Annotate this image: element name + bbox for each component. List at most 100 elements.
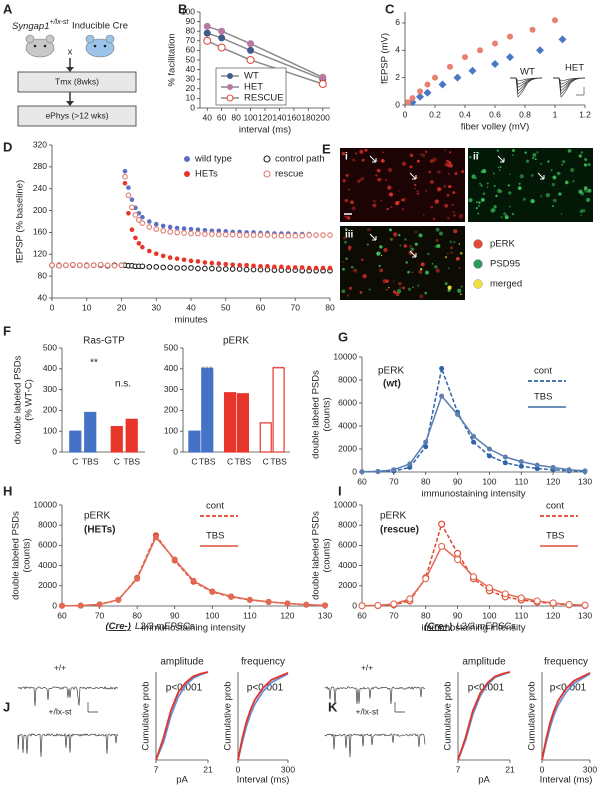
y-axis-label: % facilitation [167, 33, 178, 86]
puncta [342, 261, 344, 263]
puncta [493, 204, 497, 209]
marker [406, 595, 414, 603]
marker [439, 393, 445, 399]
puncta [424, 150, 428, 153]
marker [250, 232, 257, 239]
marker [216, 228, 222, 234]
puncta [530, 199, 535, 204]
x-tick-label: TBS [123, 456, 140, 466]
puncta [524, 151, 527, 154]
x-tick-label: 70 [389, 610, 399, 620]
marker [424, 81, 431, 88]
puncta [587, 163, 591, 167]
trace-label: +/lx-st [356, 706, 380, 716]
puncta [519, 174, 524, 179]
puncta [419, 268, 423, 271]
puncta [378, 264, 381, 268]
marker [118, 262, 125, 269]
puncta [409, 165, 413, 169]
marker [322, 602, 328, 609]
puncta [493, 184, 496, 188]
puncta [560, 212, 563, 215]
x-tick-label: 0 [236, 764, 241, 774]
marker [171, 556, 178, 563]
puncta [508, 205, 511, 208]
puncta [480, 170, 484, 174]
step-box [17, 71, 137, 93]
y-tick-label: 100 [43, 425, 57, 435]
marker [190, 577, 197, 584]
marker [327, 265, 333, 271]
puncta [341, 289, 346, 294]
puncta [532, 156, 535, 160]
legend-label: TBS [546, 531, 564, 542]
puncta [436, 244, 441, 248]
marker [491, 59, 499, 68]
marker [122, 168, 128, 174]
puncta [540, 162, 543, 165]
y-tick-label: 80 [186, 25, 196, 35]
panel-letter: B [178, 1, 187, 16]
puncta [401, 161, 407, 166]
y-tick-label: 70 [186, 35, 196, 45]
puncta [345, 257, 348, 260]
puncta [423, 214, 425, 216]
arrow [409, 172, 417, 180]
marker [439, 366, 445, 371]
x-tick-label: TBS [270, 456, 287, 466]
puncta [454, 171, 458, 176]
puncta [405, 198, 407, 200]
puncta [448, 151, 452, 154]
puncta [342, 179, 346, 183]
puncta [582, 208, 586, 213]
marker [438, 542, 446, 550]
marker [486, 446, 492, 452]
marker [409, 95, 416, 102]
puncta [414, 187, 417, 190]
marker [126, 211, 131, 216]
puncta [456, 256, 460, 261]
marker [160, 227, 167, 234]
x-tick-label: TBS [235, 456, 252, 466]
step-label: ePhys (>12 wks) [45, 110, 108, 120]
puncta [424, 291, 428, 295]
puncta [403, 244, 407, 248]
mouse-body [25, 38, 55, 58]
puncta [517, 186, 522, 190]
legend-label: cont [546, 501, 564, 512]
marker [111, 262, 118, 269]
x-tick-label: 300 [281, 764, 295, 774]
puncta [353, 268, 358, 273]
step-label: Tmx (8wks) [55, 76, 99, 86]
x-tick-label: 0.8 [519, 109, 531, 119]
y-tick-label: 30 [186, 73, 196, 83]
marker [174, 265, 180, 271]
marker [209, 231, 215, 237]
marker [549, 599, 557, 607]
puncta [398, 282, 402, 286]
y-tick-label: 500 [43, 342, 57, 352]
marker [96, 601, 103, 608]
trace [324, 733, 426, 758]
puncta [468, 198, 473, 203]
marker [390, 600, 398, 608]
puncta [449, 163, 453, 168]
annotation: n.s. [115, 379, 131, 390]
chart-title: pERK [223, 336, 249, 347]
heading-title: L2/3 mEPSCs [135, 621, 195, 632]
panel-letter: H [3, 483, 12, 498]
puncta [453, 214, 456, 217]
x-tick-label: 60 [57, 610, 67, 620]
puncta [359, 290, 363, 294]
marker [216, 261, 222, 266]
panel-letter: G [338, 329, 348, 344]
puncta [374, 200, 377, 203]
puncta [556, 171, 561, 176]
puncta [498, 169, 501, 172]
x-axis-label: fiber volley (mV) [461, 122, 530, 133]
puncta [552, 175, 556, 179]
puncta [444, 149, 446, 152]
marker [246, 596, 253, 603]
bar [84, 411, 97, 453]
puncta [492, 172, 495, 175]
